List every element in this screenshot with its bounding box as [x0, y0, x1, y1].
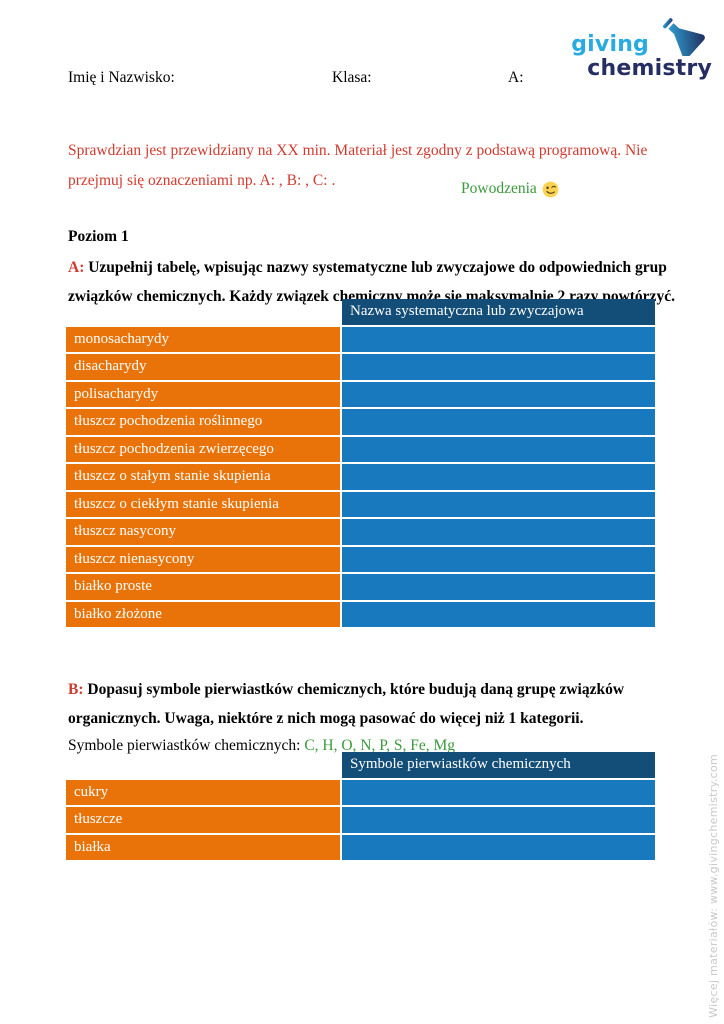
category-label-cell: disacharydy [66, 354, 340, 380]
answer-cell[interactable] [342, 807, 655, 833]
category-label-cell: tłuszcz pochodzenia zwierzęcego [66, 436, 340, 462]
category-label-cell: tłuszcz o stałym stanie skupienia [66, 464, 340, 490]
table-row: białko złożone [66, 601, 655, 627]
winking-face-emoji [542, 181, 559, 197]
category-label-cell: tłuszcz o ciekłym stanie skupienia [66, 491, 340, 517]
table-row: tłuszcz o stałym stanie skupienia [66, 464, 655, 490]
answer-cell[interactable] [342, 779, 655, 805]
table-row: tłuszcz nienasycony [66, 546, 655, 572]
task-b-instruction: B: Dopasuj symbole pierwiastków chemiczn… [68, 675, 698, 734]
logo-word-chemistry: chemistry [587, 56, 712, 81]
category-label-cell: białko złożone [66, 601, 340, 627]
table-b-header-row: Symbole pierwiastków chemicznych [66, 752, 655, 778]
answer-cell[interactable] [342, 381, 655, 407]
table-row: monosacharydy [66, 326, 655, 352]
category-label-cell: cukry [66, 779, 340, 805]
table-row: tłuszcz o ciekłym stanie skupienia [66, 491, 655, 517]
answer-cell[interactable] [342, 354, 655, 380]
task-b-text: Dopasuj symbole pierwiastków chemicznych… [68, 680, 625, 728]
table-b-header-cell: Symbole pierwiastków chemicznych [342, 752, 655, 778]
category-label-cell: białko proste [66, 574, 340, 600]
brand-logo: giving chemistry [562, 14, 712, 80]
table-row: białko proste [66, 574, 655, 600]
answer-cell[interactable] [342, 574, 655, 600]
level-heading: Poziom 1 [68, 227, 129, 245]
table-row: tłuszcz pochodzenia zwierzęcego [66, 436, 655, 462]
category-label-cell: białka [66, 834, 340, 860]
table-a-header-cell: Nazwa systematyczna lub zwyczajowa [342, 299, 655, 325]
answer-cell[interactable] [342, 436, 655, 462]
category-label-cell: tłuszcz nienasycony [66, 546, 340, 572]
symbols-line: Symbole pierwiastków chemicznych: C, H, … [68, 733, 455, 759]
table-row: disacharydy [66, 354, 655, 380]
good-luck-line: Powodzenia [461, 180, 559, 198]
good-luck-text: Powodzenia [461, 180, 537, 197]
table-row: polisacharydy [66, 381, 655, 407]
table-row: cukry [66, 779, 655, 805]
table-a-header-row: Nazwa systematyczna lub zwyczajowa [66, 299, 655, 325]
logo-word-giving: giving [571, 32, 649, 57]
table-a: Nazwa systematyczna lub zwyczajowa monos… [66, 299, 655, 629]
answer-cell[interactable] [342, 464, 655, 490]
table-a-body: monosacharydy disacharydy polisacharydy … [66, 326, 655, 627]
category-label-cell: tłuszcz nasycony [66, 519, 340, 545]
answer-cell[interactable] [342, 409, 655, 435]
variant-label: A: [508, 69, 524, 86]
table-row: białka [66, 834, 655, 860]
intro-paragraph: Sprawdzian jest przewidziany na XX min. … [68, 141, 648, 189]
symbols-label: Symbole pierwiastków chemicznych: [68, 736, 305, 754]
category-label-cell: polisacharydy [66, 381, 340, 407]
table-b-header-spacer [66, 752, 340, 778]
answer-cell[interactable] [342, 546, 655, 572]
table-a-header-spacer [66, 299, 340, 325]
task-a-prefix: A: [68, 258, 85, 276]
table-row: tłuszcze [66, 807, 655, 833]
category-label-cell: tłuszcz pochodzenia roślinnego [66, 409, 340, 435]
name-label: Imię i Nazwisko: [68, 69, 175, 86]
table-b: Symbole pierwiastków chemicznych cukry t… [66, 752, 655, 862]
class-label: Klasa: [332, 69, 372, 86]
answer-cell[interactable] [342, 601, 655, 627]
table-row: tłuszcz nasycony [66, 519, 655, 545]
answer-cell[interactable] [342, 834, 655, 860]
category-label-cell: tłuszcze [66, 807, 340, 833]
table-row: tłuszcz pochodzenia roślinnego [66, 409, 655, 435]
symbols-list: C, H, O, N, P, S, Fe, Mg [304, 736, 456, 754]
category-label-cell: monosacharydy [66, 326, 340, 352]
flask-icon [662, 18, 705, 56]
answer-cell[interactable] [342, 519, 655, 545]
side-watermark-note: Więcej materiałów: www.givingchemistry.c… [707, 754, 720, 1018]
answer-cell[interactable] [342, 491, 655, 517]
answer-cell[interactable] [342, 326, 655, 352]
table-b-body: cukry tłuszcze białka [66, 779, 655, 860]
task-b-prefix: B: [68, 680, 84, 698]
